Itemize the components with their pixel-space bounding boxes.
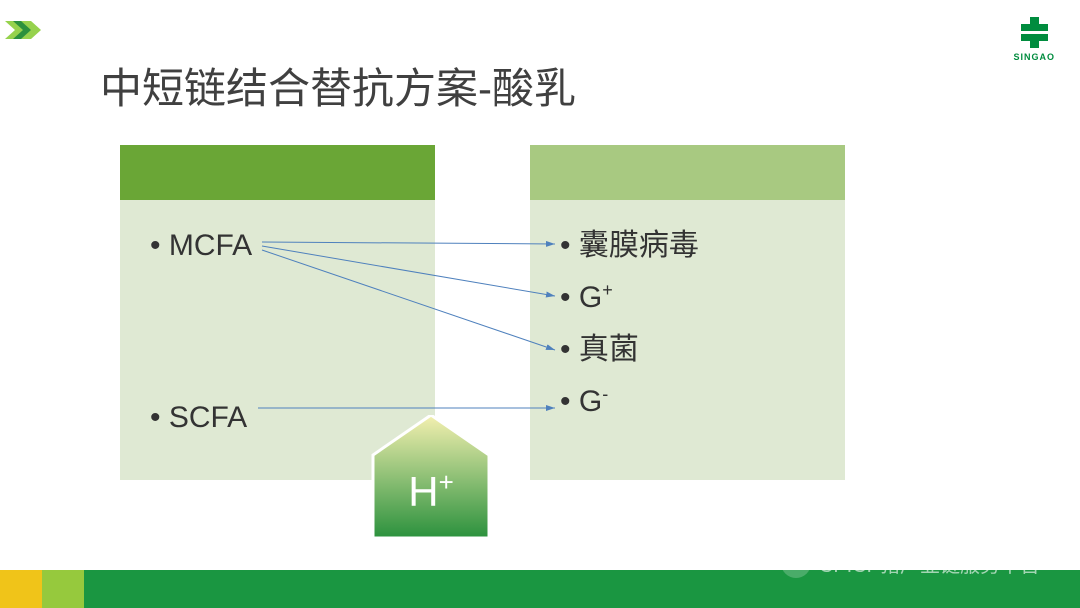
watermark: ✓ CPICP猪产业链服务平台	[781, 548, 1040, 578]
watermark-icon: ✓	[781, 548, 811, 578]
logo-text: SINGAO	[1013, 52, 1055, 62]
logo-icon	[1017, 15, 1052, 50]
bar-segment-yellow	[0, 570, 42, 608]
right-box: • 囊膜病毒 • G+ • 真菌 • G-	[530, 145, 845, 480]
house-shape: H+	[371, 415, 491, 540]
bar-segment-lightgreen	[42, 570, 84, 608]
house-label: H+	[371, 467, 491, 516]
corner-arrows-decoration	[5, 18, 55, 48]
logo: SINGAO	[1013, 15, 1055, 62]
list-item: • 囊膜病毒	[560, 225, 825, 267]
list-item: • G-	[560, 381, 825, 423]
watermark-text: CPICP猪产业链服务平台	[819, 549, 1040, 578]
right-box-body: • 囊膜病毒 • G+ • 真菌 • G-	[530, 200, 845, 480]
slide-title: 中短链结合替抗方案-酸乳	[100, 55, 576, 116]
list-item: • G+	[560, 277, 825, 319]
right-box-header	[530, 145, 845, 200]
left-box-header	[120, 145, 435, 200]
list-item: • MCFA	[150, 225, 415, 267]
list-item: • 真菌	[560, 329, 825, 371]
